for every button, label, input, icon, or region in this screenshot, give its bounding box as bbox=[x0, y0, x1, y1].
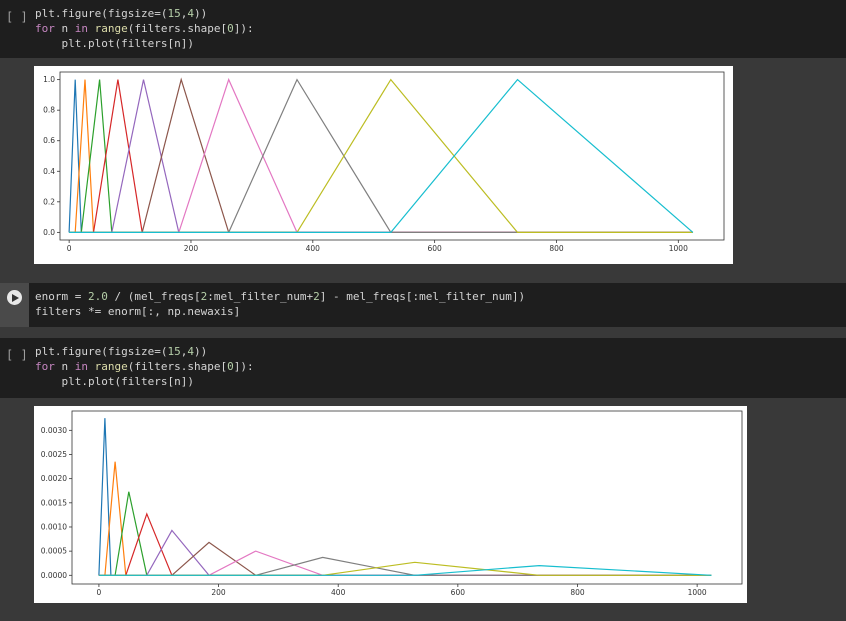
x-tick-label: 200 bbox=[184, 244, 199, 253]
line-chart-2: 0.0000 0.0005 0.0010 0.0015 0.0020 0.0025 0.00… bbox=[41, 410, 743, 597]
code-line: plt.plot(filters[n]) bbox=[35, 37, 194, 50]
code-editor[interactable]: enorm = 2.0 / (mel_freqs[2:mel_filter_nu… bbox=[35, 289, 525, 319]
series-line bbox=[69, 79, 693, 233]
code-line: enorm = 2.0 / (mel_freqs[2:mel_filter_nu… bbox=[35, 290, 526, 303]
series-line bbox=[98, 529, 712, 576]
y-tick-label: 0.0015 bbox=[41, 498, 67, 507]
code-editor[interactable]: plt.figure(figsize=(15,4)) for n in rang… bbox=[35, 344, 254, 389]
code-line: plt.figure(figsize=(15,4)) bbox=[35, 345, 208, 358]
series-line bbox=[69, 78, 693, 233]
code-cell-3[interactable]: [ ] plt.figure(figsize=(15,4)) for n in … bbox=[0, 338, 846, 398]
x-tick-label: 600 bbox=[427, 244, 442, 253]
run-cell-button[interactable] bbox=[0, 283, 29, 327]
x-tick-label: 800 bbox=[549, 244, 564, 253]
plot-frame bbox=[59, 71, 725, 241]
series-line bbox=[69, 79, 693, 233]
y-tick-label: 0.4 bbox=[43, 167, 55, 176]
x-tick-label: 0 bbox=[97, 588, 102, 597]
code-cell-1[interactable]: [ ] plt.figure(figsize=(15,4)) for n in … bbox=[0, 0, 846, 58]
series-line bbox=[69, 79, 693, 233]
code-editor[interactable]: plt.figure(figsize=(15,4)) for n in rang… bbox=[35, 6, 254, 51]
series-line bbox=[98, 418, 712, 576]
series-line bbox=[98, 491, 712, 576]
series-line bbox=[69, 78, 693, 233]
series-line bbox=[69, 79, 693, 233]
cell-prompt[interactable]: [ ] bbox=[6, 10, 28, 24]
y-tick-label: 0.0005 bbox=[41, 547, 67, 556]
code-line: filters *= enorm[:, np.newaxis] bbox=[35, 305, 241, 318]
y-tick-label: 0.0025 bbox=[41, 450, 67, 459]
code-line: plt.plot(filters[n]) bbox=[35, 375, 194, 388]
y-tick-label: 1.0 bbox=[43, 75, 55, 84]
x-tick-label: 1000 bbox=[688, 588, 707, 597]
x-tick-label: 600 bbox=[451, 588, 466, 597]
code-line: plt.figure(figsize=(15,4)) bbox=[35, 7, 208, 20]
x-tick-label: 0 bbox=[67, 244, 72, 253]
x-tick-label: 400 bbox=[331, 588, 346, 597]
series-line bbox=[68, 79, 693, 233]
plot-frame bbox=[71, 410, 743, 585]
plot-output-2: 0.0000 0.0005 0.0010 0.0015 0.0020 0.0025 0.00… bbox=[34, 406, 747, 603]
series-line bbox=[69, 77, 693, 233]
series-line bbox=[69, 77, 693, 233]
cell-prompt[interactable]: [ ] bbox=[6, 348, 28, 362]
y-tick-label: 0.0030 bbox=[41, 426, 67, 435]
y-tick-label: 0.8 bbox=[43, 106, 55, 115]
plot-output-1: 0.0 0.2 0.4 0.6 0.8 1.0 0 200 400 600 800 1000 bbox=[34, 66, 733, 264]
y-tick-label: 0.6 bbox=[43, 136, 55, 145]
x-tick-label: 200 bbox=[211, 588, 226, 597]
line-chart-1: 0.0 0.2 0.4 0.6 0.8 1.0 0 200 400 600 800 1000 bbox=[43, 71, 725, 253]
y-tick-label: 0.0020 bbox=[41, 474, 67, 483]
series-line bbox=[98, 564, 712, 576]
y-tick-label: 0.0010 bbox=[41, 522, 67, 531]
x-tick-label: 400 bbox=[306, 244, 321, 253]
code-line: for n in range(filters.shape[0]): bbox=[35, 360, 254, 373]
code-line: for n in range(filters.shape[0]): bbox=[35, 22, 254, 35]
x-tick-label: 1000 bbox=[669, 244, 688, 253]
y-tick-label: 0.0000 bbox=[41, 571, 67, 580]
code-cell-2[interactable]: enorm = 2.0 / (mel_freqs[2:mel_filter_nu… bbox=[0, 283, 846, 327]
series-line bbox=[98, 512, 712, 576]
y-tick-label: 0.2 bbox=[43, 197, 55, 206]
y-tick-label: 0.0 bbox=[43, 228, 55, 237]
series-line bbox=[69, 78, 694, 233]
play-icon[interactable] bbox=[7, 290, 22, 305]
series-line bbox=[98, 556, 712, 576]
x-tick-label: 800 bbox=[570, 588, 585, 597]
